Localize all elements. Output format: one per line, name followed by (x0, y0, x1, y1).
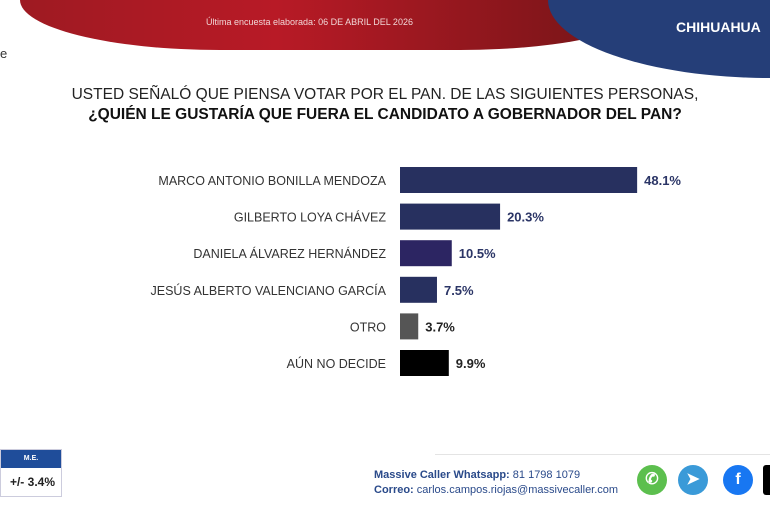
category-label: AÚN NO DECIDE (287, 356, 386, 371)
value-label: 10.5% (459, 246, 496, 261)
category-label: MARCO ANTONIO BONILLA MENDOZA (158, 174, 386, 188)
value-label: 3.7% (425, 319, 455, 334)
category-label: JESÚS ALBERTO VALENCIANO GARCÍA (151, 283, 387, 298)
question-line-2: ¿QUIÉN LE GUSTARÍA QUE FUERA EL CANDIDAT… (88, 106, 682, 123)
category-label: GILBERTO LOYA CHÁVEZ (234, 210, 387, 225)
whatsapp-icon[interactable]: ✆ (637, 465, 667, 495)
whatsapp-label: Massive Caller Whatsapp: (374, 469, 510, 481)
state-name: CHIHUAHUA (676, 19, 761, 35)
footer-divider (435, 454, 770, 455)
contact-info: Massive Caller Whatsapp: 81 1798 1079 Co… (374, 468, 618, 498)
value-label: 7.5% (444, 283, 474, 298)
bar (400, 276, 437, 303)
value-label: 20.3% (507, 210, 544, 225)
x-icon[interactable] (763, 465, 770, 495)
margin-of-error-box: M.E. +/- 3.4% (0, 449, 62, 497)
margin-value: +/- 3.4% (9, 475, 55, 489)
cropped-text: e (0, 46, 8, 61)
category-label: OTRO (350, 320, 386, 334)
telegram-icon[interactable]: ➤ (678, 465, 708, 495)
question-line-1: USTED SEÑALÓ QUE PIENSA VOTAR POR EL PAN… (71, 86, 699, 103)
email[interactable]: carlos.campos.riojas@massivecaller.com (416, 484, 619, 496)
bar (400, 203, 501, 230)
bar (400, 240, 452, 267)
bar (400, 350, 449, 376)
facebook-icon[interactable]: f (723, 465, 753, 495)
bar (400, 313, 419, 340)
value-label: 48.1% (644, 173, 681, 188)
email-label: Correo: (374, 484, 414, 496)
whatsapp-number: 81 1798 1079 (512, 469, 581, 481)
margin-label: M.E. (1, 450, 61, 468)
bar (400, 167, 638, 193)
category-label: DANIELA ÁLVAREZ HERNÁNDEZ (193, 246, 386, 261)
survey-date: Última encuesta elaborada: 06 DE ABRIL D… (206, 17, 413, 27)
value-label: 9.9% (456, 356, 486, 371)
